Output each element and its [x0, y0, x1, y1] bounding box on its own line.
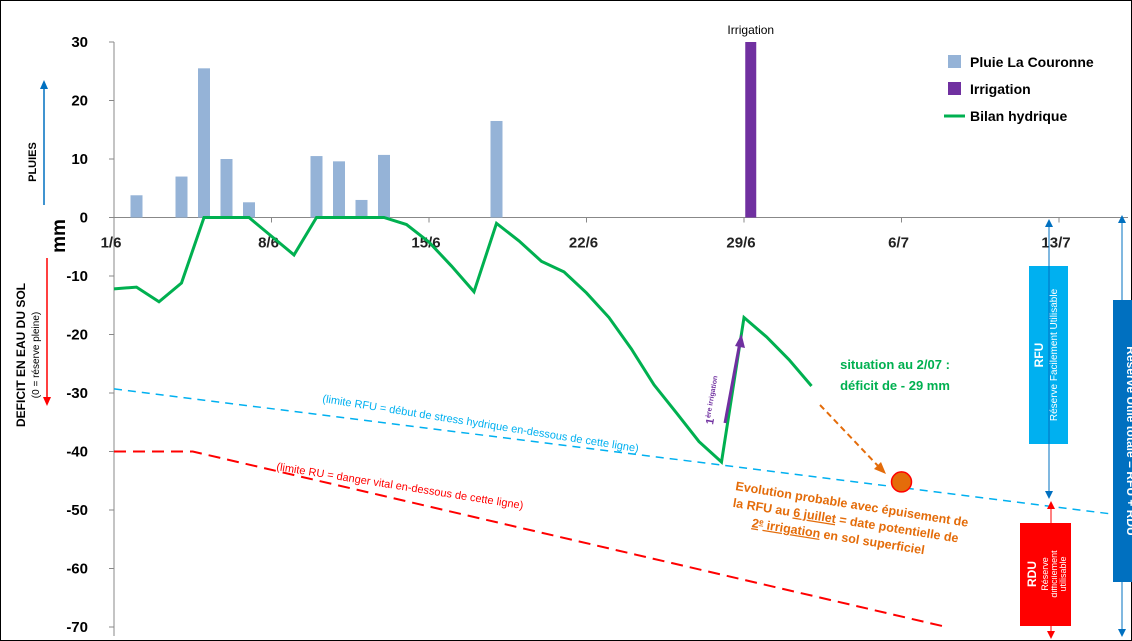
forecast-text-segment: 2 [751, 516, 760, 531]
y-axis-lower-label: DEFICIT EN EAU DU SOL [14, 283, 28, 427]
legend-swatch-irrigation [948, 82, 961, 95]
rain-bar [310, 156, 323, 218]
situation-annotation-line2: déficit de - 29 mm [840, 378, 950, 393]
x-tick-label: 22/6 [569, 235, 598, 252]
rdu-box-sub1: Réserve [1040, 557, 1050, 591]
rain-bar [130, 195, 143, 218]
y-tick-label: -60 [66, 561, 88, 578]
forecast-text-segment: 6 juillet [792, 505, 838, 526]
rain-bar [378, 154, 390, 218]
y-tick-label: -10 [66, 268, 88, 285]
irrigation-bar-label: Irrigation [727, 23, 774, 37]
rain-bar [333, 161, 345, 218]
bars-layer [130, 42, 757, 218]
x-tick-label: 6/7 [888, 235, 909, 252]
legend-label-bilan: Bilan hydrique [970, 108, 1067, 124]
total-range-arrow [1118, 215, 1126, 637]
rfu-box-title: RFU [1032, 343, 1046, 368]
down-arrow-icon [43, 258, 51, 406]
y-tick-label: -20 [66, 327, 88, 344]
forecast-arrow [819, 404, 886, 474]
rdu-box: RDU Réserve difficilement utilisable [1020, 523, 1071, 626]
legend-swatch-rain [948, 55, 961, 68]
rain-bar [220, 159, 233, 218]
y-axis-unit-label: mm [49, 219, 70, 253]
y-tick-label: -70 [66, 619, 88, 636]
y-axis-lower-sublabel: (0 = réserve pleine) [31, 312, 42, 398]
rdu-box-title: RDU [1025, 561, 1039, 587]
rain-bar [355, 199, 368, 218]
y-tick-label: 20 [71, 93, 88, 110]
legend-label-rain: Pluie La Couronne [970, 54, 1094, 70]
forecast-point [890, 471, 913, 493]
rain-bar [198, 68, 210, 218]
rain-bar [490, 120, 503, 218]
y-tick-label: -40 [66, 444, 88, 461]
legend: Pluie La Couronne Irrigation Bilan hydri… [944, 54, 1094, 124]
rfu-limit-line [113, 388, 1127, 517]
y-tick-label: 0 [80, 210, 88, 227]
irrigation-bar [745, 42, 757, 218]
y-axis-upper-label: PLUIES [27, 142, 39, 182]
rdu-box-sub3: utilisable [1058, 556, 1068, 591]
situation-annotation-line1: situation au 2/07 : [840, 357, 950, 372]
ru-limit-line [114, 450, 947, 628]
forecast-text-segment: e [759, 517, 765, 527]
x-tick-label: 29/6 [726, 235, 755, 252]
rdu-range-arrow [1047, 501, 1055, 639]
up-arrow-icon [40, 80, 48, 205]
rain-bar [243, 202, 255, 218]
first-irrigation-arrow [723, 334, 745, 424]
total-reserve-label: Réserve Utile totale = RFU + RDU [1124, 346, 1132, 535]
x-tick-label: 8/6 [258, 235, 279, 252]
bilan-hydrique-line [113, 216, 813, 466]
rain-bar [175, 176, 188, 218]
y-tick-label: -30 [66, 385, 88, 402]
y-axis-ticks: 30 20 10 0 -10 -20 -30 -40 -50 -60 -70 [66, 34, 114, 636]
x-tick-label: 13/7 [1041, 235, 1070, 252]
legend-label-irrigation: Irrigation [970, 81, 1031, 97]
y-tick-label: 30 [71, 34, 88, 51]
reference-lines-layer [113, 388, 1127, 628]
x-tick-label: 1/6 [101, 235, 122, 252]
line-series-layer [113, 216, 813, 466]
rdu-box-sub2: difficilement [1049, 550, 1059, 598]
y-tick-label: -50 [66, 502, 88, 519]
rfu-box-subtitle: Réserve Facilement Utilisable [1049, 288, 1060, 421]
rfu-range-arrow [1045, 219, 1053, 499]
y-tick-label: 10 [71, 151, 88, 168]
